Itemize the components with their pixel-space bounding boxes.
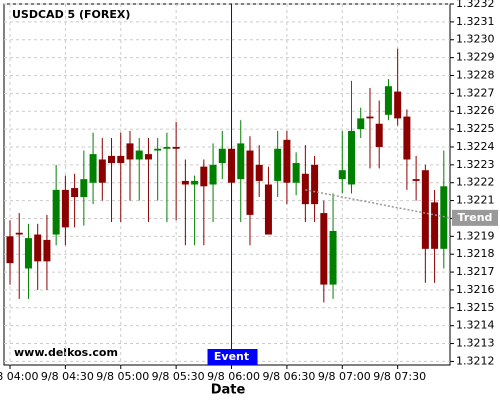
candle-body [144,154,152,160]
candle-body [191,180,199,185]
candle-body [237,143,245,180]
y-tick-label: 1.3228 [456,68,495,81]
y-tick-label: 1.3218 [456,247,495,260]
candle-body [375,123,383,147]
candle-body [348,130,356,185]
y-tick-label: 1.3214 [456,319,495,332]
x-tick-label: 9/8 06:30 [262,370,315,383]
candle-body [421,170,429,249]
candle-body [108,155,116,164]
candle-body [320,213,328,285]
candle-body [412,179,420,181]
candle-body [255,164,263,181]
candle-body [246,150,254,215]
candle-body [329,230,337,285]
candle-body [274,148,282,181]
candle-body [43,239,51,262]
y-tick-label: 1.3217 [456,265,495,278]
y-tick-label: 1.3225 [456,122,495,135]
y-tick-label: 1.3215 [456,301,495,314]
candle-body [338,170,346,180]
candle-body [218,148,226,164]
trend-line [305,189,451,219]
candle-body [311,164,319,205]
x-axis-title: Date [211,383,246,398]
candle-body [181,180,189,185]
candle-body [98,159,106,183]
y-tick-label: 1.3216 [456,283,495,296]
candle-body [283,139,291,183]
x-tick-label: 9/8 05:30 [152,370,205,383]
candle-body [209,164,217,185]
candle-body [366,116,374,119]
event-label-box [207,349,258,365]
candle-body [357,118,365,130]
y-tick-label: 1.3226 [456,104,495,117]
trend-label: Trend [458,211,493,224]
x-tick-label: 9/8 07:30 [373,370,426,383]
y-tick-label: 1.3231 [456,15,495,28]
candle-body [440,186,448,249]
candle-body [34,234,42,262]
candle-body [89,154,97,183]
candle-body [126,143,134,160]
y-tick-label: 1.3227 [456,86,495,99]
candle-body [154,148,162,151]
chart-title: USDCAD 5 (FOREX) [12,8,130,21]
plot-frame [3,3,451,366]
y-tick-label: 1.3212 [456,354,495,367]
candle-body [384,86,392,115]
candle-body [117,155,125,164]
candle-body [6,236,14,264]
x-tick-label: 9/8 06:00 [207,370,260,383]
candle-body [403,116,411,160]
x-tick-label: 9/8 04:30 [41,370,94,383]
candle-body [264,184,272,235]
candle-body [24,238,32,269]
candle-body [200,166,208,187]
candle-body [394,91,402,119]
trend-label-box [452,209,498,226]
candle-body [163,146,171,149]
y-tick-label: 1.3213 [456,337,495,350]
x-tick-label: 9/8 05:00 [96,370,149,383]
y-tick-label: 1.3224 [456,140,495,153]
candle-body [431,202,439,249]
candle-body [301,173,309,205]
y-tick-label: 1.3221 [456,194,495,207]
candle-body [172,146,180,149]
y-tick-label: 1.3230 [456,33,495,46]
candle-body [80,179,88,198]
candle-body [135,150,143,160]
candle-body [61,189,69,228]
x-tick-label: 9/8 04:00 [0,370,38,383]
y-tick-label: 1.3222 [456,176,495,189]
x-tick-label: 9/8 07:00 [318,370,371,383]
candle-body [71,188,79,198]
y-tick-label: 1.3223 [456,158,495,171]
candle-body [292,163,300,183]
watermark: www.delkos.com [14,346,118,359]
candle-body [52,189,60,235]
candle-body [15,232,23,235]
event-label: Event [214,350,249,363]
y-tick-label: 1.3219 [456,229,495,242]
y-tick-label: 1.3232 [456,0,495,10]
y-tick-label: 1.3229 [456,51,495,64]
